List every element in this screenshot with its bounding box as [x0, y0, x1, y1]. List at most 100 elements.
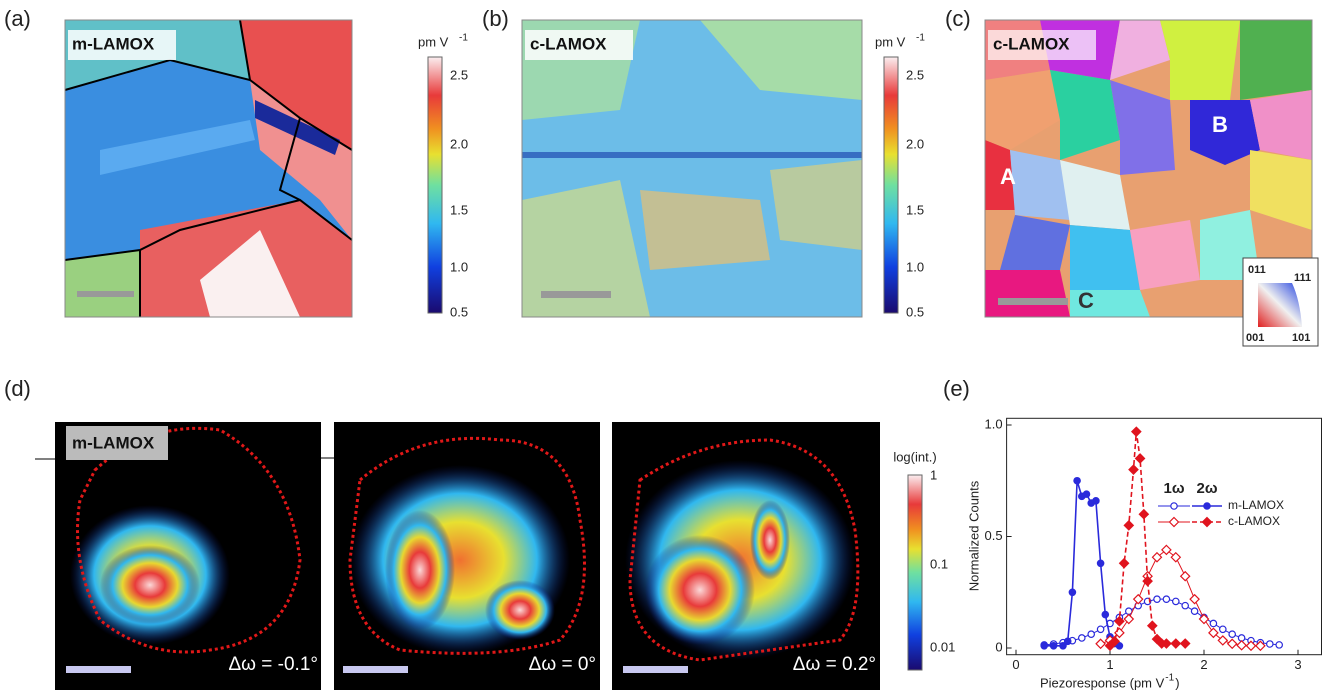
colorbar-tick: 2.0 — [450, 136, 468, 151]
colorbar-tick: 0.1 — [930, 556, 948, 571]
colorbar-tick: 1.5 — [906, 202, 924, 217]
data-point — [1129, 465, 1138, 474]
ipf-label: 011 — [1248, 264, 1266, 276]
diffraction-maps — [35, 422, 880, 690]
colorbar-ticks: 2.5 2.0 1.5 1.0 0.5 — [450, 67, 468, 319]
data-point — [1181, 572, 1190, 581]
x-tick-label: 0 — [1012, 657, 1019, 672]
data-point — [1171, 553, 1180, 562]
colorbar-tick: 2.0 — [906, 136, 924, 151]
frame-caption: Δω = -0.1° — [228, 654, 318, 675]
data-point — [1096, 639, 1105, 648]
data-point — [1050, 643, 1056, 649]
data-point — [1124, 521, 1133, 530]
grain-label: A — [1000, 164, 1016, 189]
data-point — [1162, 545, 1171, 554]
ipf-label: 001 — [1246, 332, 1264, 344]
colorbar-tick: 1.5 — [450, 202, 468, 217]
piezo-map-a — [65, 20, 352, 317]
colorbar-tick: 0.5 — [450, 304, 468, 319]
colorbar — [908, 475, 922, 670]
data-point — [1134, 595, 1143, 604]
data-point — [1163, 596, 1169, 602]
plot-frame — [1007, 418, 1322, 654]
data-point — [1173, 598, 1179, 604]
colorbar-unit-sup: -1 — [459, 33, 468, 44]
colorbar — [884, 57, 898, 313]
sample-tag: m-LAMOX — [72, 433, 155, 452]
panel-label: (a) — [4, 6, 31, 31]
legend-column-header: 1ω — [1163, 480, 1184, 497]
colorbar-unit: pm V — [875, 34, 906, 49]
colorbar-tick: 0.01 — [930, 639, 955, 654]
data-point — [1210, 620, 1216, 626]
legend-marker — [1204, 503, 1210, 509]
y-axis-label: Normalized Counts — [966, 480, 981, 591]
colorbar-title: log(int.) — [893, 449, 936, 464]
series-line — [1110, 432, 1185, 646]
data-point — [1093, 498, 1099, 504]
grain-label: B — [1212, 112, 1228, 137]
panel-label: (e) — [943, 376, 970, 401]
legend-label: m-LAMOX — [1228, 498, 1284, 512]
colorbar — [428, 57, 442, 313]
colorbar-tick: 1.0 — [906, 259, 924, 274]
x-axis-label-sup: -1 — [1165, 673, 1174, 684]
data-point — [1083, 491, 1089, 497]
data-point — [1136, 454, 1145, 463]
data-point — [1267, 641, 1273, 647]
y-tick-label: 0.5 — [985, 528, 1003, 543]
data-point — [1276, 642, 1282, 648]
legend-label: c-LAMOX — [1228, 514, 1280, 528]
colorbar-tick: 1.0 — [450, 259, 468, 274]
data-point — [1124, 615, 1133, 624]
data-point — [1097, 626, 1103, 632]
data-point — [1220, 626, 1226, 632]
data-point — [1097, 560, 1103, 566]
legend-column-header: 2ω — [1196, 480, 1217, 497]
colorbar-unit-sup: -1 — [916, 33, 925, 44]
data-point — [1065, 638, 1071, 644]
data-point — [1139, 510, 1148, 519]
data-point — [1182, 602, 1188, 608]
data-point — [1237, 641, 1246, 650]
frame-caption: Δω = 0.2° — [793, 654, 876, 675]
panel-label: (b) — [482, 6, 509, 31]
data-point — [1088, 631, 1094, 637]
data-point — [1181, 639, 1190, 648]
data-point — [1148, 621, 1157, 630]
figure: (a) m-LAMOX pm V -1 2.5 2.0 1.5 1.0 0.5 … — [0, 0, 1342, 696]
x-tick-label: 3 — [1294, 657, 1301, 672]
colorbar-unit: pm V — [418, 34, 449, 49]
x-axis-label: Piezoresponse (pm V — [1040, 675, 1165, 690]
ipf-label: 111 — [1294, 272, 1311, 284]
data-point — [1120, 559, 1129, 568]
data-point — [1074, 478, 1080, 484]
data-point — [1228, 639, 1237, 648]
colorbar-tick: 1 — [930, 467, 937, 482]
data-point — [1191, 608, 1197, 614]
data-point — [1041, 643, 1047, 649]
ebsd-map — [985, 20, 1318, 346]
data-point — [1132, 427, 1141, 436]
colorbar-tick: 0.5 — [906, 304, 924, 319]
data-point — [1069, 589, 1075, 595]
x-tick-label: 1 — [1106, 657, 1113, 672]
piezo-map-b — [522, 20, 862, 317]
panel-label: (c) — [945, 6, 971, 31]
data-point — [1153, 553, 1162, 562]
colorbar-tick: 2.5 — [450, 67, 468, 82]
legend-marker — [1203, 518, 1212, 527]
y-tick-label: 1.0 — [985, 416, 1003, 431]
sample-tag: m-LAMOX — [72, 34, 155, 53]
data-point — [1079, 635, 1085, 641]
colorbar-ticks: 2.5 2.0 1.5 1.0 0.5 — [906, 67, 924, 319]
data-point — [1190, 595, 1199, 604]
legend-marker — [1170, 518, 1179, 527]
colorbar-tick: 2.5 — [906, 67, 924, 82]
frame-caption: Δω = 0° — [529, 654, 596, 675]
data-point — [1171, 639, 1180, 648]
grain-label: C — [1078, 288, 1094, 313]
panel-label: (d) — [4, 376, 31, 401]
data-point — [1102, 611, 1108, 617]
